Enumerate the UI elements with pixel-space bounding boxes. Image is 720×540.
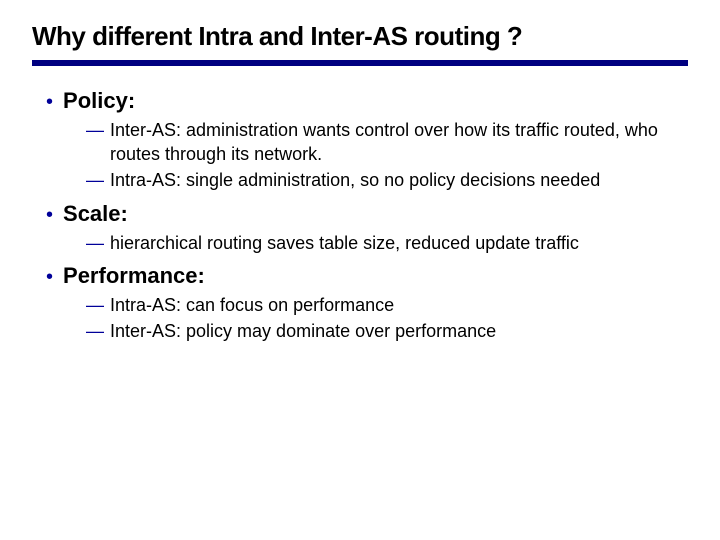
- dash-icon: —: [86, 168, 104, 192]
- dash-icon: —: [86, 231, 104, 255]
- section-scale: • Scale: — hierarchical routing saves ta…: [32, 201, 688, 255]
- section-policy: • Policy: — Inter-AS: administration wan…: [32, 88, 688, 193]
- dash-icon: —: [86, 118, 104, 142]
- bullet-heading: Scale:: [63, 201, 128, 227]
- bullet-icon: •: [46, 267, 53, 287]
- slide-title: Why different Intra and Inter-AS routing…: [32, 20, 688, 54]
- dash-icon: —: [86, 319, 104, 343]
- bullet-heading: Performance:: [63, 263, 205, 289]
- title-rule: [32, 60, 688, 66]
- bullet-row: • Policy:: [46, 88, 688, 114]
- sub-text: Intra-AS: can focus on performance: [110, 293, 394, 317]
- dash-icon: —: [86, 293, 104, 317]
- bullet-row: • Scale:: [46, 201, 688, 227]
- sub-row: — Intra-AS: single administration, so no…: [86, 168, 688, 192]
- section-performance: • Performance: — Intra-AS: can focus on …: [32, 263, 688, 344]
- slide: Why different Intra and Inter-AS routing…: [0, 0, 720, 540]
- bullet-icon: •: [46, 92, 53, 112]
- sub-row: — Intra-AS: can focus on performance: [86, 293, 688, 317]
- bullet-row: • Performance:: [46, 263, 688, 289]
- sub-text: Intra-AS: single administration, so no p…: [110, 168, 600, 192]
- sub-row: — Inter-AS: administration wants control…: [86, 118, 688, 167]
- sub-row: — Inter-AS: policy may dominate over per…: [86, 319, 688, 343]
- bullet-heading: Policy:: [63, 88, 135, 114]
- sub-row: — hierarchical routing saves table size,…: [86, 231, 688, 255]
- bullet-icon: •: [46, 205, 53, 225]
- sub-text: Inter-AS: administration wants control o…: [110, 118, 678, 167]
- sub-text: hierarchical routing saves table size, r…: [110, 231, 579, 255]
- sub-text: Inter-AS: policy may dominate over perfo…: [110, 319, 496, 343]
